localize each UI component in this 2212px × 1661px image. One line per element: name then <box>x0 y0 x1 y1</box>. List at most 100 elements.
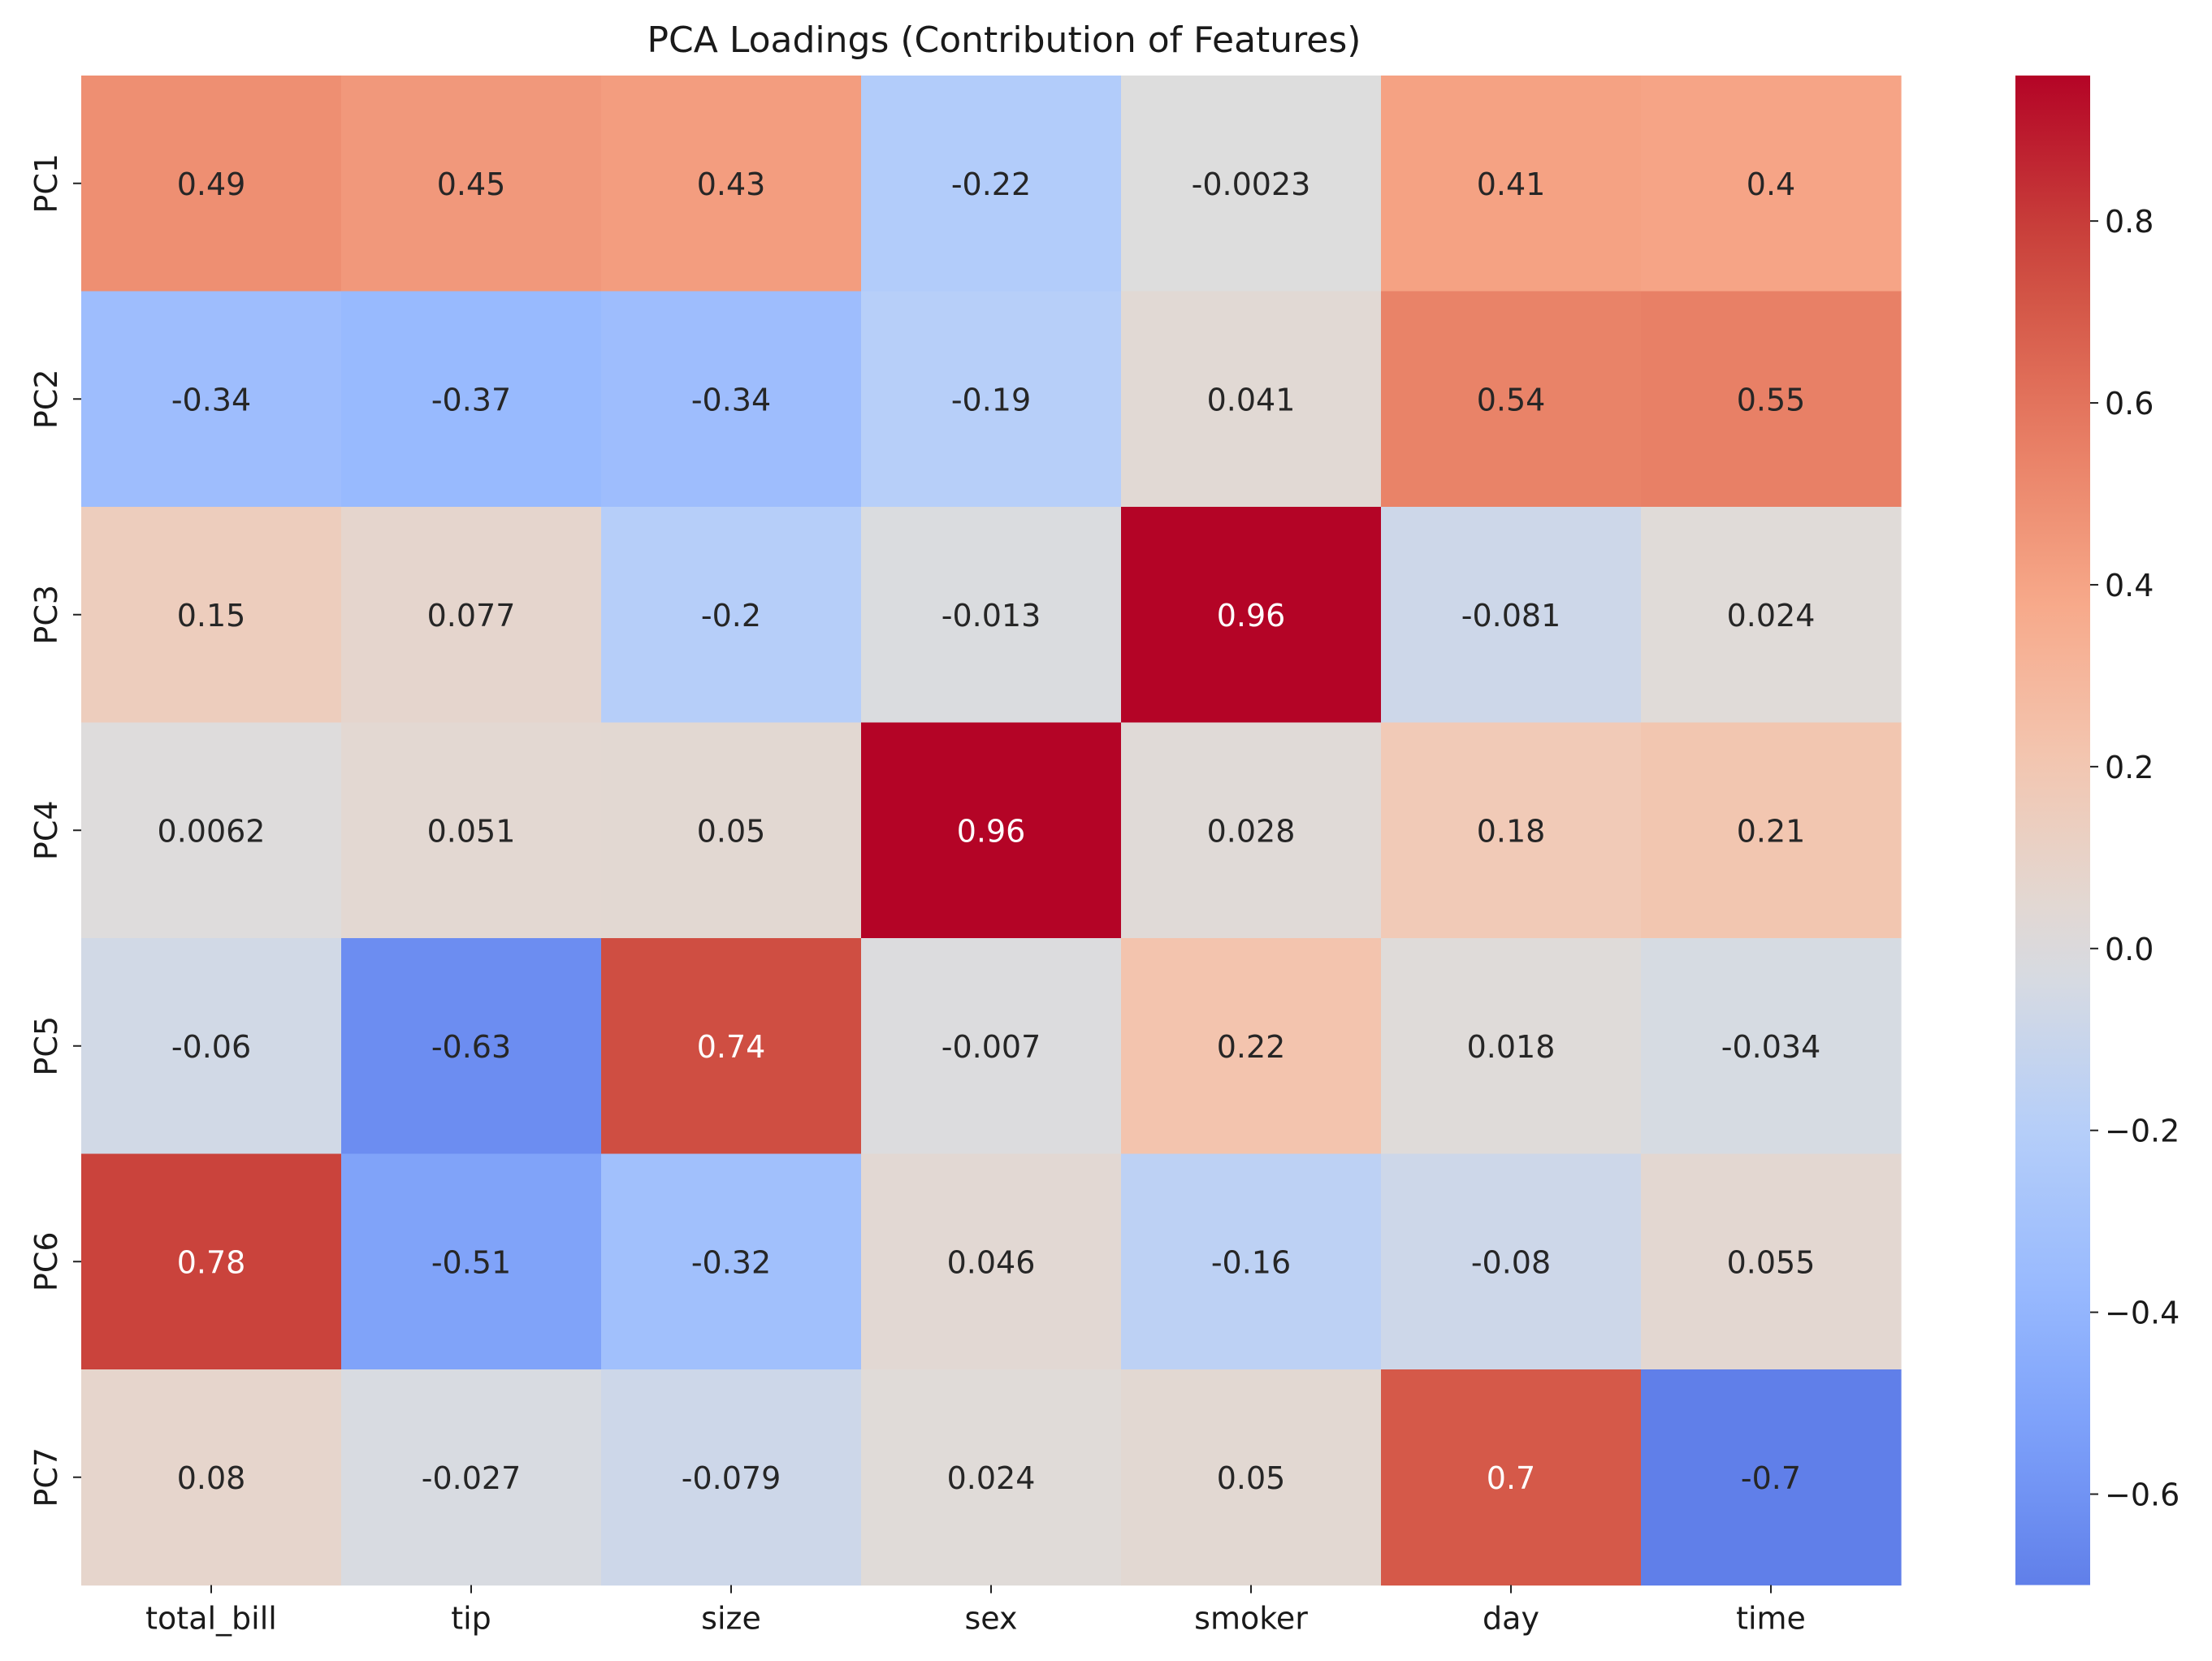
cell-value-label-PC1-size: 0.43 <box>697 167 766 202</box>
cell-value-label-PC2-day: 0.54 <box>1477 382 1546 417</box>
heatmap-cell-PC4-time <box>1641 722 1902 939</box>
cell-value-label-PC6-time: 0.055 <box>1727 1244 1816 1280</box>
heatmap-cell-PC7-time <box>1641 1369 1902 1586</box>
heatmap-cell-PC2-smoker <box>1121 291 1382 508</box>
heatmap-cell-PC3-tip <box>341 507 602 724</box>
cell-value-label-PC3-size: -0.2 <box>701 598 761 634</box>
heatmap-cell-PC4-size <box>601 722 862 939</box>
heatmap-cell-PC3-size <box>601 507 862 724</box>
cell-value-label-PC6-day: -0.08 <box>1471 1244 1551 1280</box>
colorbar-tick-label: 0.2 <box>2105 750 2154 785</box>
cell-value-label-PC5-sex: -0.007 <box>942 1029 1041 1065</box>
heatmap-cell-PC5-day <box>1381 938 1642 1155</box>
cell-value-label-PC2-smoker: 0.041 <box>1207 382 1296 417</box>
heatmap-cell-PC5-tip <box>341 938 602 1155</box>
cell-value-label-PC5-smoker: 0.22 <box>1217 1029 1286 1065</box>
heatmap-cell-PC5-size <box>601 938 862 1155</box>
y-axis: PC1 PC2 PC3 PC4 PC5 PC6 PC7 <box>28 154 81 1507</box>
heatmap-cell-PC5-smoker <box>1121 938 1382 1155</box>
cell-value-label-PC7-smoker: 0.05 <box>1217 1460 1286 1496</box>
colorbar-tick-label: −0.6 <box>2105 1477 2180 1513</box>
cell-value-label-PC6-total_bill: 0.78 <box>177 1244 246 1280</box>
heatmap-cell-PC1-smoker <box>1121 76 1382 292</box>
cell-value-label-PC3-total_bill: 0.15 <box>177 598 246 634</box>
heatmap-cell-PC7-tip <box>341 1369 602 1586</box>
cell-value-label-PC2-tip: -0.37 <box>431 382 511 417</box>
cell-value-label-PC1-day: 0.41 <box>1477 167 1546 202</box>
cell-value-label-PC4-smoker: 0.028 <box>1207 813 1296 849</box>
cell-value-label-PC3-day: -0.081 <box>1461 598 1561 634</box>
cell-value-label-PC2-total_bill: -0.34 <box>171 382 251 417</box>
heatmap-cell-PC1-total_bill <box>81 76 342 292</box>
cell-value-label-PC1-smoker: -0.0023 <box>1192 167 1311 202</box>
cell-value-label-PC7-sex: 0.024 <box>947 1460 1036 1496</box>
heatmap-cell-PC3-smoker <box>1121 507 1382 724</box>
cell-value-label-PC7-total_bill: 0.08 <box>177 1460 246 1496</box>
heatmap-cell-PC7-total_bill <box>81 1369 342 1586</box>
colorbar-tick-label: 0.6 <box>2105 386 2154 422</box>
x-tick-label-sex: sex <box>965 1601 1018 1637</box>
colorbar-tick-label: −0.2 <box>2105 1114 2180 1149</box>
cell-value-label-PC4-sex: 0.96 <box>957 813 1026 849</box>
heatmap-cell-PC4-smoker <box>1121 722 1382 939</box>
cell-value-label-PC4-total_bill: 0.0062 <box>158 813 266 849</box>
cell-value-label-PC5-tip: -0.63 <box>431 1029 511 1065</box>
heatmap-cell-PC1-tip <box>341 76 602 292</box>
heatmap-cell-PC3-time <box>1641 507 1902 724</box>
heatmap-cell-PC6-smoker <box>1121 1153 1382 1370</box>
cell-value-label-PC7-day: 0.7 <box>1487 1460 1535 1496</box>
colorbar-gradient <box>2015 76 2090 1585</box>
heatmap-cell-PC3-total_bill <box>81 507 342 724</box>
cell-value-label-PC4-time: 0.21 <box>1737 813 1806 849</box>
heatmap-cell-PC2-time <box>1641 291 1902 508</box>
heatmap-cells <box>81 76 1902 1586</box>
cell-value-label-PC5-total_bill: -0.06 <box>171 1029 251 1065</box>
y-tick-label-PC1: PC1 <box>28 154 64 214</box>
heatmap-cell-PC6-total_bill <box>81 1153 342 1370</box>
heatmap-cell-PC7-size <box>601 1369 862 1586</box>
cell-value-label-PC2-size: -0.34 <box>691 382 771 417</box>
cell-value-label-PC2-sex: -0.19 <box>951 382 1031 417</box>
colorbar-tick-label: 0.0 <box>2105 932 2154 967</box>
heatmap-cell-PC6-size <box>601 1153 862 1370</box>
cell-value-label-PC3-smoker: 0.96 <box>1217 598 1286 634</box>
cell-value-label-PC5-time: -0.034 <box>1721 1029 1821 1065</box>
heatmap-cell-PC4-day <box>1381 722 1642 939</box>
heatmap-cell-PC1-size <box>601 76 862 292</box>
cell-value-label-PC2-time: 0.55 <box>1737 382 1806 417</box>
colorbar-tick-label: 0.4 <box>2105 568 2154 603</box>
heatmap-cell-PC7-day <box>1381 1369 1642 1586</box>
cell-value-label-PC7-time: -0.7 <box>1741 1460 1801 1496</box>
cell-value-label-PC1-sex: -0.22 <box>951 167 1031 202</box>
heatmap-cell-PC1-day <box>1381 76 1642 292</box>
cell-value-label-PC4-tip: 0.051 <box>427 813 516 849</box>
heatmap-cell-PC6-sex <box>861 1153 1122 1370</box>
x-tick-label-size: size <box>701 1601 761 1637</box>
heatmap-cell-PC3-sex <box>861 507 1122 724</box>
x-tick-label-day: day <box>1483 1601 1539 1637</box>
cell-value-label-PC4-day: 0.18 <box>1477 813 1546 849</box>
cell-value-label-PC5-day: 0.018 <box>1467 1029 1556 1065</box>
heatmap-cell-PC7-smoker <box>1121 1369 1382 1586</box>
cell-value-label-PC7-tip: -0.027 <box>422 1460 522 1496</box>
y-tick-label-PC2: PC2 <box>28 369 64 429</box>
cell-value-label-PC1-tip: 0.45 <box>437 167 506 202</box>
x-axis: total_bill tip size sex smoker day time <box>145 1585 1806 1637</box>
heatmap-cell-PC5-total_bill <box>81 938 342 1155</box>
heatmap-cell-PC3-day <box>1381 507 1642 724</box>
heatmap-cell-PC2-sex <box>861 291 1122 508</box>
heatmap-cell-PC4-total_bill <box>81 722 342 939</box>
x-tick-label-time: time <box>1736 1601 1806 1637</box>
cell-value-label-PC6-smoker: -0.16 <box>1211 1244 1291 1280</box>
y-tick-label-PC3: PC3 <box>28 585 64 645</box>
heatmap-cell-PC4-tip <box>341 722 602 939</box>
heatmap-cell-PC1-sex <box>861 76 1122 292</box>
heatmap-cell-PC6-tip <box>341 1153 602 1370</box>
cell-value-label-PC4-size: 0.05 <box>697 813 766 849</box>
heatmap-cell-PC2-day <box>1381 291 1642 508</box>
x-tick-label-total_bill: total_bill <box>145 1601 277 1637</box>
cell-value-label-PC6-size: -0.32 <box>691 1244 771 1280</box>
colorbar-tick-label: 0.8 <box>2105 204 2154 240</box>
